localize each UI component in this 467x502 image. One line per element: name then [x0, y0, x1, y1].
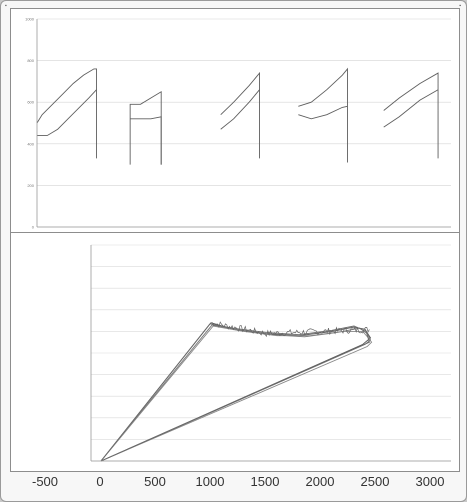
line-chart-bottom: [90, 244, 451, 462]
grid-lines: [91, 244, 451, 462]
series-line: [100, 323, 370, 462]
chart-panel-bottom: [10, 232, 460, 472]
chart-panel-top: 0 200 400 600 800 1000: [10, 8, 460, 234]
series-line: [129, 91, 162, 165]
series-line: [37, 89, 97, 136]
series-line: [130, 116, 162, 165]
corner-mark-right: ▪: [459, 3, 461, 9]
y-tick-label: 1000: [25, 17, 35, 22]
series-line: [383, 72, 439, 159]
series-line: [220, 89, 260, 130]
series-line: [100, 322, 372, 462]
grid-lines: [37, 18, 451, 228]
y-axis-tick-labels: 0 200 400 600 800 1000: [25, 17, 35, 230]
series-line: [220, 71, 260, 159]
y-tick-label: 800: [27, 58, 34, 63]
series-line: [298, 105, 348, 120]
y-tick-label: 200: [27, 183, 34, 188]
line-chart-top: 0 200 400 600 800 1000: [25, 17, 451, 230]
series-group: [100, 321, 373, 462]
series-line: [100, 325, 373, 462]
y-tick-label: 600: [27, 100, 34, 105]
y-tick-label: 0: [32, 225, 35, 230]
series-line: [100, 324, 372, 462]
y-tick-label: 400: [27, 141, 34, 146]
series-line: [36, 68, 97, 159]
series-line: [298, 67, 348, 163]
plateau-noise: [210, 321, 370, 338]
series-group: [36, 67, 439, 165]
corner-mark-left: ▪: [5, 3, 7, 9]
series-line: [383, 89, 439, 128]
